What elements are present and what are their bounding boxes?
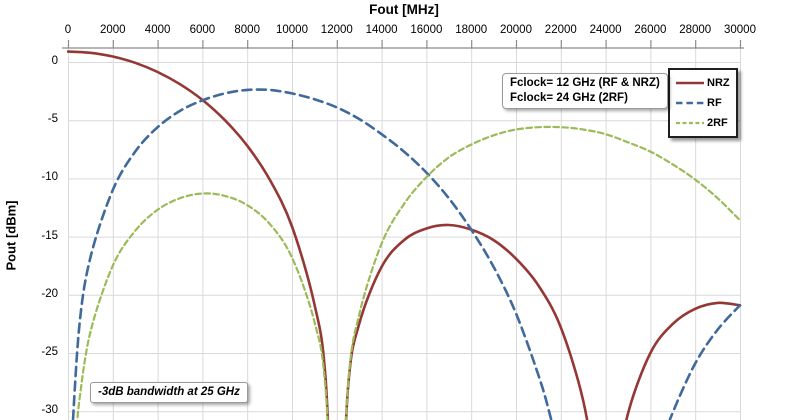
legend-line-sample — [676, 81, 704, 85]
legend-label: RF — [707, 97, 722, 109]
fclock-line-2: Fclock= 24 GHz (2RF) — [510, 92, 628, 104]
legend-line-sample — [676, 101, 704, 105]
legend-label: 2RF — [707, 117, 728, 129]
legend-item-2RF: 2RF — [676, 115, 736, 131]
fclock-line-1: Fclock= 12 GHz (RF & NRZ) — [510, 77, 660, 89]
legend-item-NRZ: NRZ — [676, 75, 736, 91]
legend-label: NRZ — [707, 77, 730, 89]
legend-item-RF: RF — [676, 95, 736, 111]
y-axis-title: Pout [dBm] — [3, 200, 19, 271]
x-axis — [62, 40, 744, 49]
legend-line-sample — [676, 121, 704, 125]
x-axis-title: Fout [MHz] — [369, 2, 439, 17]
series-2RF — [76, 125, 742, 420]
fclock-annotation: Fclock= 12 GHz (RF & NRZ) Fclock= 24 GHz… — [502, 73, 668, 109]
bandwidth-note: -3dB bandwidth at 25 GHz — [98, 386, 240, 398]
bandwidth-annotation: -3dB bandwidth at 25 GHz — [90, 382, 248, 403]
series-RF — [71, 88, 742, 420]
legend: NRZ RF 2RF — [668, 68, 738, 138]
